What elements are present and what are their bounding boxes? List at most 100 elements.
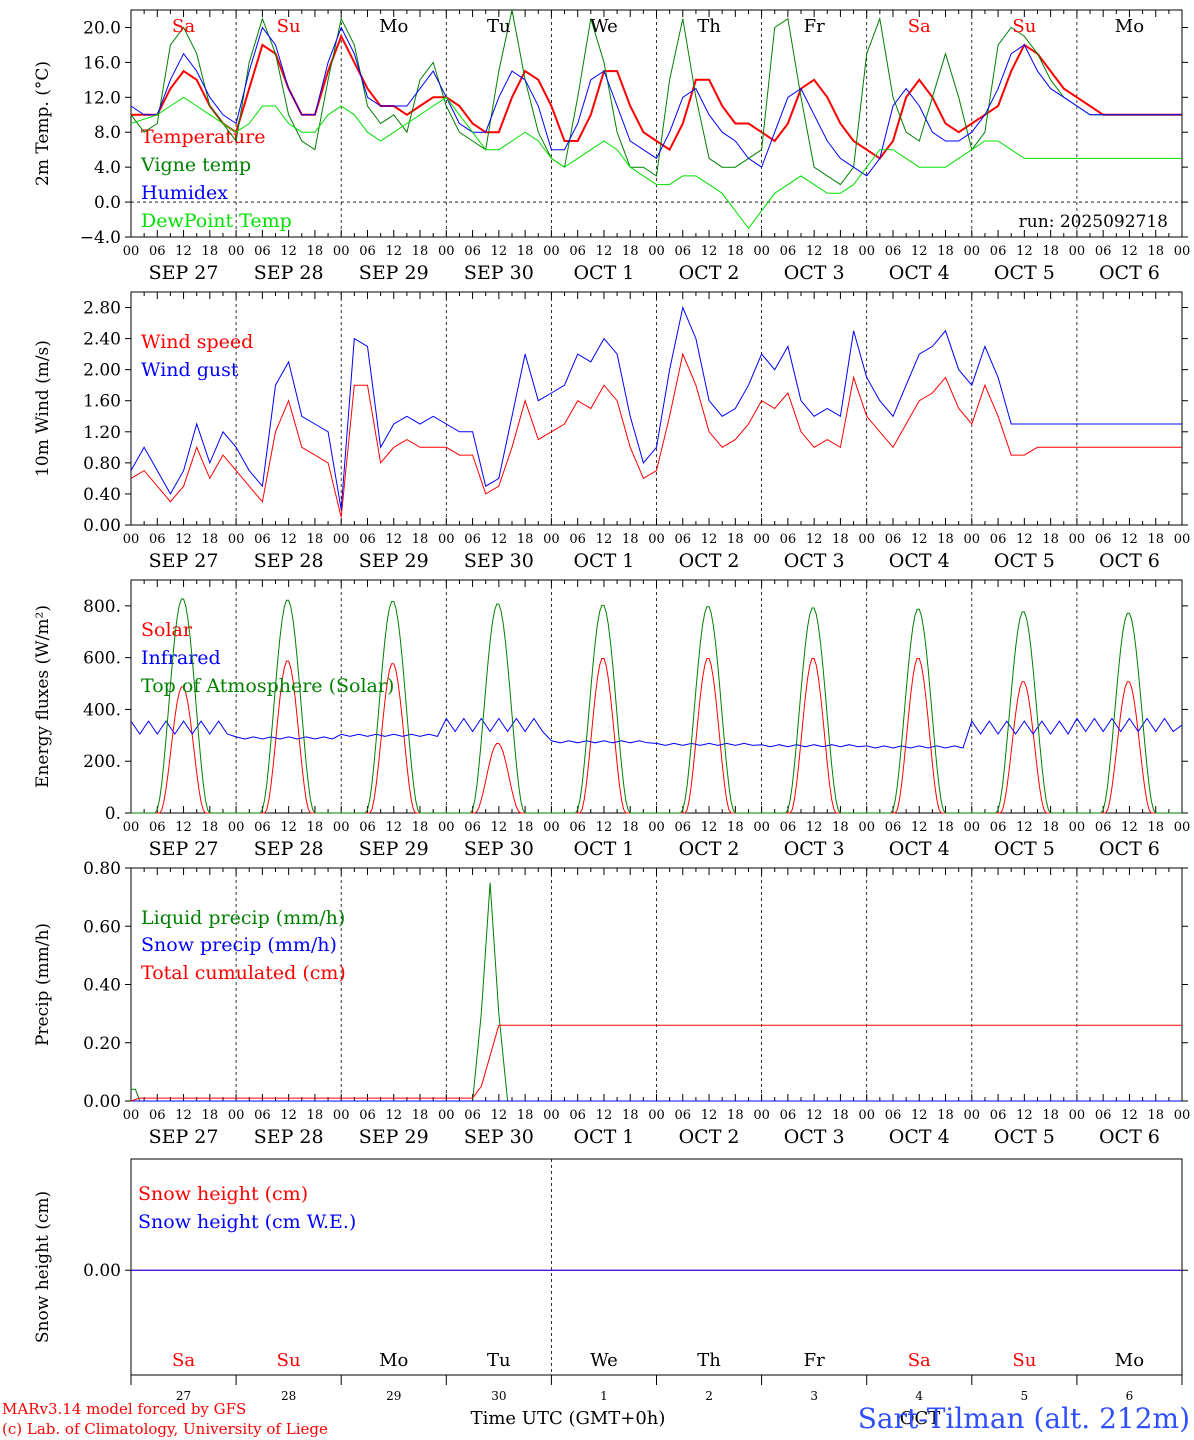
date-label: OCT 6 (1099, 262, 1160, 284)
hour-tick-label: 00 (753, 244, 770, 259)
hour-tick-label: 12 (280, 820, 297, 835)
month-label: OCT (900, 1408, 941, 1429)
hour-tick-label: 00 (438, 532, 455, 547)
hour-tick-label: 12 (1121, 244, 1138, 259)
hour-tick-label: 06 (149, 1108, 166, 1123)
date-label: OCT 6 (1099, 838, 1160, 860)
hour-tick-label: 12 (806, 532, 823, 547)
hour-tick-label: 00 (964, 1108, 981, 1123)
weekday-label-bottom: Su (277, 1350, 301, 1371)
hour-tick-label: 12 (596, 1108, 613, 1123)
hour-tick-label: 00 (438, 1108, 455, 1123)
hour-tick-label: 12 (701, 244, 718, 259)
legend-entry: Top of Atmosphere (Solar) (141, 675, 394, 697)
weekday-label-top: We (590, 16, 618, 37)
hour-tick-label: 12 (280, 244, 297, 259)
date-label: OCT 4 (889, 262, 950, 284)
hour-tick-label: 12 (385, 244, 402, 259)
hour-tick-label: 00 (858, 532, 875, 547)
hour-tick-label: 18 (412, 1108, 429, 1123)
hour-tick-label: 12 (491, 1108, 508, 1123)
hour-tick-label: 06 (1095, 244, 1112, 259)
hour-tick-label: 00 (648, 532, 665, 547)
hour-tick-label: 06 (569, 532, 586, 547)
hour-tick-label: 06 (464, 244, 481, 259)
hour-tick-label: 18 (202, 244, 219, 259)
hour-tick-label: 00 (228, 820, 245, 835)
hour-tick-label: 00 (123, 532, 140, 547)
hour-tick-label: 18 (832, 244, 849, 259)
series-line (130, 96, 1182, 230)
hour-tick-label: 06 (569, 244, 586, 259)
y-tick-label: 0.80 (83, 454, 121, 474)
date-label: OCT 2 (679, 838, 740, 860)
date-label: SEP 28 (254, 1126, 324, 1148)
hour-tick-label: 00 (1174, 1108, 1191, 1123)
hour-tick-label: 06 (569, 820, 586, 835)
hour-tick-label: 00 (333, 820, 350, 835)
hour-tick-label: 18 (937, 1108, 954, 1123)
hour-tick-label: 12 (911, 532, 928, 547)
date-label: OCT 1 (573, 262, 634, 284)
hour-tick-label: 12 (175, 820, 192, 835)
hour-tick-label: 12 (596, 244, 613, 259)
weekday-label-top: Su (1012, 16, 1036, 37)
hour-tick-label: 18 (517, 532, 534, 547)
hour-tick-label: 00 (648, 1108, 665, 1123)
date-label: OCT 4 (889, 1126, 950, 1148)
hour-tick-label: 06 (885, 244, 902, 259)
hour-tick-label: 06 (675, 244, 692, 259)
date-label: OCT 6 (1099, 1126, 1160, 1148)
date-label: OCT 1 (573, 1126, 634, 1148)
hour-tick-label: 06 (149, 244, 166, 259)
y-axis-label: 10m Wind (m/s) (33, 340, 53, 477)
hour-tick-label: 00 (543, 244, 560, 259)
y-tick-label: 2.80 (83, 299, 121, 319)
date-label: OCT 5 (994, 550, 1055, 572)
y-tick-label: 8.0 (94, 123, 121, 143)
run-label: run: 2025092718 (1019, 212, 1168, 232)
y-tick-label: 0.60 (83, 917, 121, 937)
y-tick-label: 0.0 (94, 193, 121, 213)
series-line (131, 598, 1182, 814)
y-tick-label: 0.00 (83, 1261, 121, 1281)
hour-tick-label: 12 (491, 820, 508, 835)
hour-tick-label: 06 (359, 1108, 376, 1123)
hour-tick-label: 12 (1016, 244, 1033, 259)
credits-line-1: MARv3.14 model forced by GFS (2, 1400, 246, 1418)
hour-tick-label: 12 (1121, 820, 1138, 835)
hour-tick-label: 18 (622, 244, 639, 259)
date-label: SEP 28 (254, 550, 324, 572)
hour-tick-label: 06 (1095, 532, 1112, 547)
weekday-label-top: Sa (172, 16, 195, 37)
wind-panel: 10m Wind (m/s) 0.00 0.40 0.80 1.20 1.60 2.00 2.… (33, 291, 1190, 572)
snow-height-panel: Snow height (cm) 0.00 Snow height (cm) Snow… (33, 1158, 1188, 1376)
y-axis-label: Snow height (cm) (33, 1191, 53, 1343)
hour-tick-label: 06 (885, 820, 902, 835)
hour-tick-label: 06 (254, 1108, 271, 1123)
hour-tick-label: 18 (832, 1108, 849, 1123)
hour-tick-label: 00 (543, 820, 560, 835)
hour-tick-label: 18 (202, 820, 219, 835)
hour-tick-label: 18 (937, 244, 954, 259)
y-tick-label: 16.0 (83, 53, 121, 73)
station-label: Sart-Tilman (alt. 212m) (858, 1402, 1190, 1435)
hour-tick-label: 18 (727, 244, 744, 259)
hour-tick-label: 06 (675, 820, 692, 835)
hour-tick-label: 06 (990, 1108, 1007, 1123)
day-number-label: 27 (176, 1389, 191, 1403)
hour-tick-label: 00 (858, 1108, 875, 1123)
date-label: SEP 29 (359, 262, 429, 284)
date-label: OCT 6 (1099, 550, 1160, 572)
series-line (130, 305, 1182, 510)
hour-tick-label: 12 (701, 820, 718, 835)
series-line (130, 26, 1182, 177)
day-number-label: 30 (491, 1389, 506, 1403)
date-label: SEP 29 (359, 550, 429, 572)
date-label: OCT 2 (679, 262, 740, 284)
legend-entry: Vigne temp (140, 154, 251, 176)
hour-tick-label: 12 (911, 244, 928, 259)
energy-flux-panel: Energy fluxes (W/m²) 0. 200. 400. 600. 800. 00… (33, 579, 1190, 860)
hour-tick-label: 00 (1069, 532, 1086, 547)
